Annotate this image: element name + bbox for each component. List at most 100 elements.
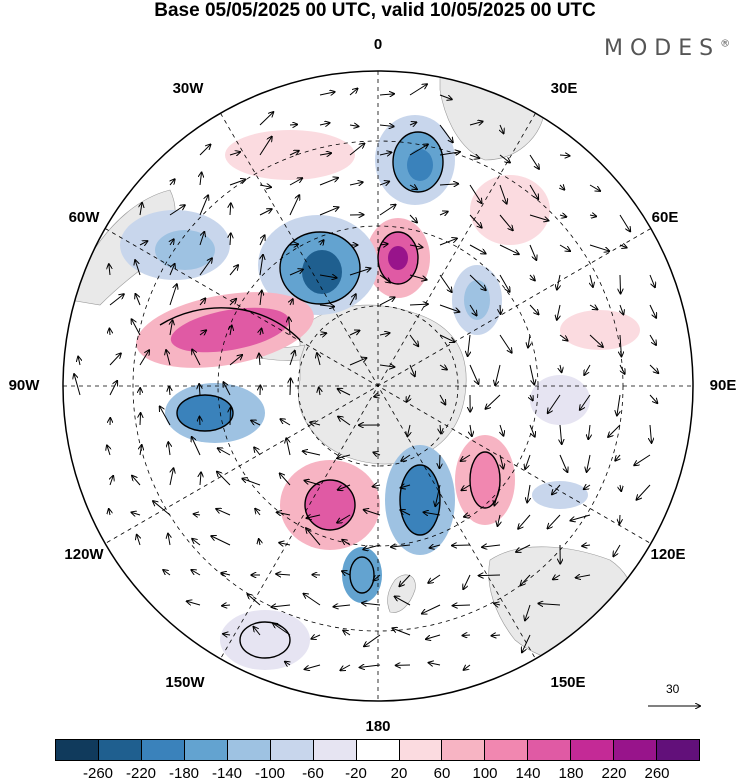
wind-arrow [407,394,410,402]
wind-arrow [469,155,479,158]
wind-arrow [110,476,113,486]
wind-arrow [424,512,441,515]
wind-arrow [479,575,501,576]
wind-arrow [319,333,326,335]
lon-label-60e: 60E [651,209,679,226]
wind-arrow [260,255,263,276]
wind-arrow [500,124,504,133]
wind-arrow [469,274,486,290]
wind-arrow [494,484,501,505]
wind-arrow [615,454,620,461]
wind-arrow [169,205,185,216]
map-border [62,70,694,702]
wind-arrow [289,124,297,125]
wind-arrow [222,573,231,575]
wind-arrow [429,663,441,665]
wind-arrow [135,294,141,306]
wind-arrow [391,545,411,547]
registered-mark: ® [720,38,731,50]
wind-arrow [200,472,201,486]
wind-arrow [395,597,411,606]
wind-arrow [613,544,621,556]
wind-arrow [469,304,477,315]
wind-arrow [409,364,415,376]
wind-arrow [439,334,454,342]
colorbar-tick-label: 180 [558,765,584,782]
wind-arrow [140,445,142,456]
lon-label-180: 180 [365,718,391,735]
wind-arrow [379,244,388,245]
wind-arrow [634,454,651,465]
wind-arrow [168,442,170,456]
lon-label-120e: 120E [650,546,686,563]
wind-arrow [373,485,381,487]
wind-arrow [553,575,561,579]
wind-arrow [619,364,625,374]
wind-arrow [338,484,351,490]
wind-arrow [589,215,596,216]
colorbar-swatch [528,740,572,760]
wind-arrow [362,603,381,605]
wind-arrow [273,623,291,636]
wind-arrow [223,382,231,396]
wind-arrow [251,420,261,426]
wind-arrow [107,445,110,456]
wind-arrow [260,291,262,306]
wind-arrow [364,634,381,646]
wind-arrow [499,244,519,254]
colorbar-tick-label: -140 [211,765,243,782]
wind-arrow [170,320,173,336]
wind-arrow [192,539,201,546]
wind-arrow [557,304,560,320]
wind-arrow [194,514,201,515]
wind-arrow [409,334,418,346]
lon-label-60w: 60W [68,209,100,226]
wind-arrow [337,455,351,458]
wind-arrow [242,479,261,486]
wind-arrow [338,417,351,426]
wind-arrow [379,333,389,335]
wind-arrow [163,570,171,576]
wind-arrow [259,137,272,156]
colorbar-swatch [98,740,142,760]
colorbar-tick-label: -60 [302,765,324,782]
lon-label-120w: 120W [64,546,104,563]
wind-arrow [229,355,242,366]
colorbar-swatch [270,740,314,760]
antarctica [297,304,467,465]
wind-arrow [349,268,370,276]
wind-arrow [279,543,291,545]
wind-arrow [528,334,530,347]
wind-arrow [559,334,568,341]
wind-arrow [199,232,204,246]
colorbar [55,739,700,761]
wind-arrow [139,241,147,245]
wind-arrow [373,452,381,455]
modes-logo: MODES® [604,36,730,61]
wind-arrow [78,357,80,366]
wind-arrow [464,665,471,670]
wind-arrow [617,394,620,415]
wind-arrow [469,184,482,203]
wind-arrow [230,233,231,246]
lon-label-90e: 90E [709,377,737,394]
wind-arrow [289,195,299,216]
wind-arrow [364,510,381,516]
wind-arrow [290,378,291,396]
brand-text: MODES [604,36,721,61]
wind-arrow [363,544,381,549]
wind-arrow [379,152,391,155]
wind-arrow [229,152,240,155]
wind-arrow [253,627,261,636]
wind-arrow [374,395,381,397]
wind-arrow [580,394,591,410]
wind-arrow [169,264,175,276]
lon-label-90w: 90W [8,377,40,394]
wind-arrow [530,395,533,400]
wind-arrow [360,665,381,667]
wind-arrow [199,330,206,335]
wind-arrow [486,394,501,409]
wind-arrow [135,260,141,276]
wind-arrow [649,304,656,318]
wind-arrow [379,365,394,367]
